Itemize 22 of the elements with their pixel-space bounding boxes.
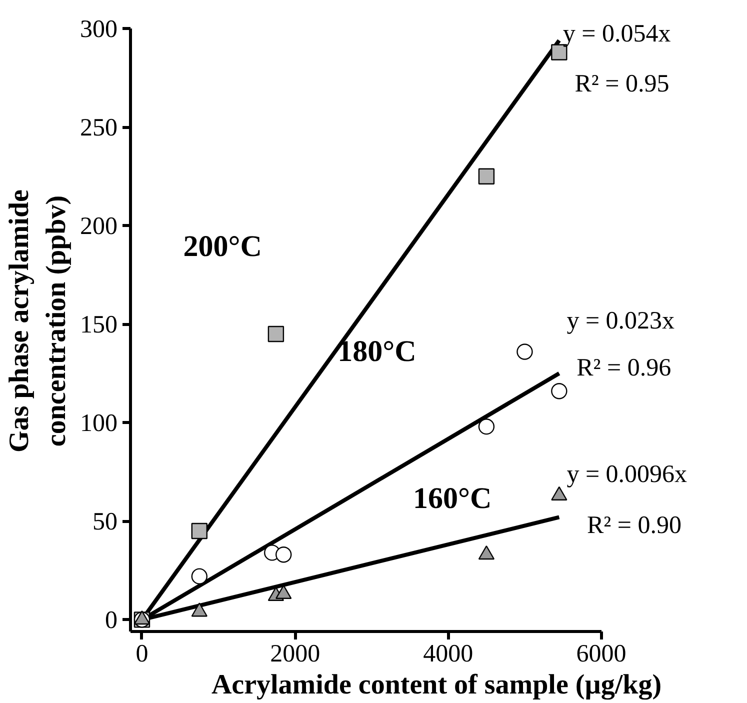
y-tick-label: 300 xyxy=(80,16,118,44)
annotation: R² = 0.96 xyxy=(576,354,672,382)
annotation: 160°C xyxy=(412,482,492,516)
y-axis-title: Gas phase acrylamide concentration (ppbv) xyxy=(4,190,72,452)
y-tick-label: 150 xyxy=(80,312,118,339)
annotation: y = 0.0096x xyxy=(566,460,688,488)
y-tick-label: 200 xyxy=(80,213,118,240)
x-axis-title: Acrylamide content of sample (µg/kg) xyxy=(211,670,662,700)
x-tick-label: 6000 xyxy=(576,640,626,668)
x-tick-label: 4000 xyxy=(423,640,474,668)
annotation: 200°C xyxy=(183,230,262,264)
annotation: y = 0.023x xyxy=(566,307,676,334)
annotation: R² = 0.95 xyxy=(574,70,670,98)
annotation: 180°C xyxy=(338,335,416,368)
annotation: y = 0.054x xyxy=(562,20,672,48)
x-tick-label: 2000 xyxy=(270,640,320,668)
y-tick-label: 0 xyxy=(105,607,118,634)
y-tick-label: 100 xyxy=(80,410,118,438)
annotation: R² = 0.90 xyxy=(586,512,682,540)
y-tick-label: 50 xyxy=(92,508,118,536)
x-tick-label: 0 xyxy=(136,640,148,668)
y-tick-label: 250 xyxy=(80,114,118,142)
